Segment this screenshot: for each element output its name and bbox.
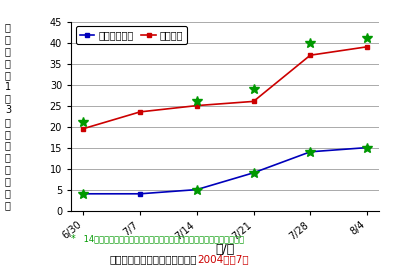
- Text: ・: ・: [5, 93, 11, 103]
- Text: 1: 1: [5, 82, 11, 92]
- Text: 14日毎のデータ。デューキュアと無処理区の間では顕著な差が有った: 14日毎のデータ。デューキュアと無処理区の間では顕著な差が有った: [81, 234, 244, 244]
- Text: 2004年　7月: 2004年 7月: [198, 254, 249, 264]
- Text: で: で: [5, 176, 11, 186]
- Text: 内: 内: [5, 164, 11, 174]
- Text: ん: ん: [5, 46, 11, 56]
- Text: ）: ）: [5, 200, 11, 210]
- Text: *: *: [71, 234, 76, 244]
- Text: の: の: [5, 188, 11, 198]
- X-axis label: 月/日: 月/日: [216, 243, 235, 256]
- Text: 病: 病: [5, 22, 11, 32]
- Text: 積: 積: [5, 153, 11, 163]
- Text: 3: 3: [5, 105, 11, 115]
- Text: の: の: [5, 129, 11, 139]
- Text: は: は: [5, 34, 11, 44]
- Text: （: （: [5, 70, 11, 80]
- Text: 数: 数: [5, 58, 11, 68]
- Legend: デューキュア, 無処理区: デューキュア, 無処理区: [76, 26, 187, 44]
- Text: ㎡: ㎡: [5, 117, 11, 127]
- Text: 面: 面: [5, 141, 11, 151]
- Text: クラークら　ラトガース大学: クラークら ラトガース大学: [110, 254, 198, 264]
